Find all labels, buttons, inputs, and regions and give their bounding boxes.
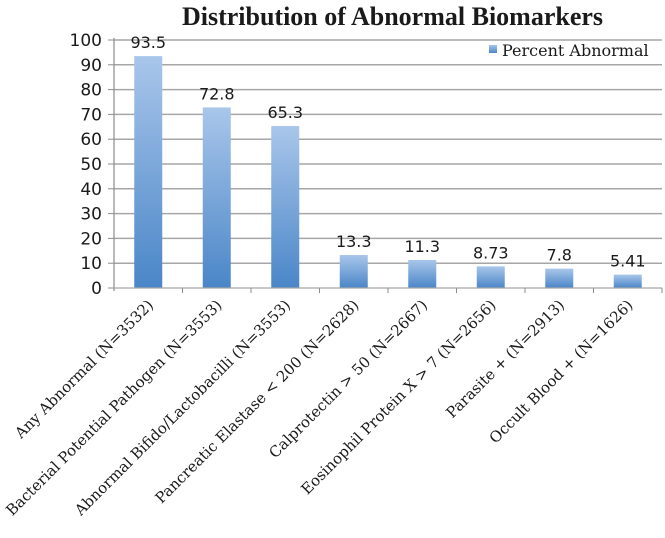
y-tick-label: 20 [80,229,102,249]
legend: Percent Abnormal [489,41,649,60]
y-tick-label: 70 [80,105,102,125]
x-category-label: Any Abnormal (N=3532) [10,296,157,443]
y-tick-label: 40 [80,180,102,200]
bar [271,126,300,288]
legend-swatch-icon [489,45,497,53]
bar [408,259,437,288]
bar-value-label: 5.41 [610,252,646,271]
y-tick-label: 10 [80,254,102,274]
bar [545,268,574,288]
bar-value-label: 11.3 [404,237,440,256]
bars: 93.5 72.8 65.3 13.3 11.3 8.73 7.8 5.41 [130,33,646,289]
bar [339,255,368,288]
y-axis: 0 10 20 30 40 50 60 70 80 90 100 [70,31,115,299]
bar [613,274,642,288]
bar [476,266,505,288]
bar-value-label: 93.5 [130,33,166,52]
x-category-label: Parasite + (N=2913) [443,296,569,422]
y-tick-label: 50 [80,155,102,175]
bar [202,107,231,289]
gridlines [114,39,662,264]
y-tick-label: 90 [80,56,102,76]
x-axis: Any Abnormal (N=3532)Bacterial Potential… [2,287,663,520]
bar-value-label: 72.8 [199,84,235,103]
chart-title: Distribution of Abnormal Biomarkers [181,2,604,31]
y-tick-label: 100 [70,31,102,51]
bar-value-label: 7.8 [547,246,572,265]
y-tick-label: 30 [80,205,102,225]
y-tick-label: 80 [80,81,102,101]
y-tick-label: 60 [80,130,102,150]
x-category-label: Occult Blood + (N=1626) [486,296,637,447]
bar [134,56,163,289]
y-tick-label: 0 [91,279,102,299]
legend-label: Percent Abnormal [502,41,649,60]
bar-value-label: 8.73 [473,243,509,262]
bar-value-label: 13.3 [336,232,372,251]
bar-value-label: 65.3 [267,103,303,122]
